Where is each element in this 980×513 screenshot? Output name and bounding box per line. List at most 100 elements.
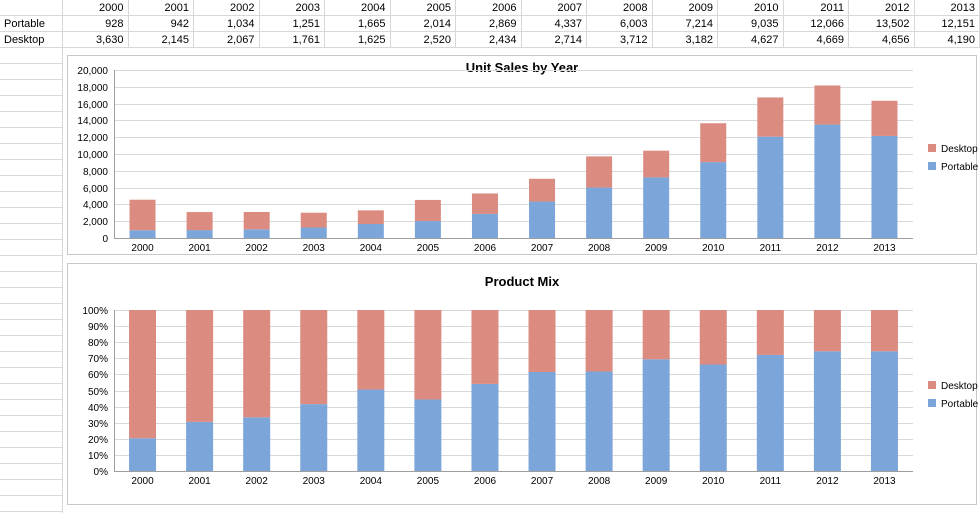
bar-segment-desktop[interactable] (757, 97, 784, 137)
bar-segment-desktop[interactable] (414, 199, 441, 222)
bar-segment-desktop[interactable] (300, 310, 328, 405)
bar-segment-desktop[interactable] (129, 310, 157, 439)
value-cell[interactable]: 9,035 (718, 16, 784, 32)
bar-segment-desktop[interactable] (529, 178, 556, 202)
value-cell[interactable]: 4,656 (849, 32, 915, 48)
value-cell[interactable]: 2,014 (390, 16, 456, 32)
value-cell[interactable]: 1,665 (325, 16, 391, 32)
legend-swatch-portable[interactable] (928, 162, 936, 170)
bar-segment-portable[interactable] (129, 230, 156, 238)
bar-segment-desktop[interactable] (642, 310, 670, 360)
bar-segment-portable[interactable] (357, 389, 385, 471)
legend-label-portable[interactable]: Portable (941, 162, 978, 173)
bar-segment-portable[interactable] (528, 371, 556, 471)
bar-segment-desktop[interactable] (243, 310, 271, 418)
value-cell[interactable]: 7,214 (652, 16, 718, 32)
bar-segment-desktop[interactable] (700, 123, 727, 163)
value-cell[interactable]: 4,190 (914, 32, 980, 48)
value-cell[interactable]: 942 (128, 16, 194, 32)
year-header-cell[interactable]: 2005 (390, 0, 456, 16)
year-header-cell[interactable]: 2003 (259, 0, 325, 16)
bar-segment-desktop[interactable] (585, 310, 613, 372)
bar-segment-portable[interactable] (813, 351, 841, 471)
value-cell[interactable]: 6,003 (587, 16, 653, 32)
legend-label-desktop[interactable]: Desktop (941, 381, 978, 392)
bar-segment-portable[interactable] (585, 371, 613, 471)
bar-segment-desktop[interactable] (129, 199, 156, 231)
year-header-cell[interactable]: 2000 (63, 0, 129, 16)
bar-segment-portable[interactable] (757, 136, 784, 238)
year-header-cell[interactable]: 2001 (128, 0, 194, 16)
bar-segment-portable[interactable] (643, 177, 670, 238)
value-cell[interactable]: 3,630 (63, 32, 129, 48)
bar-segment-desktop[interactable] (471, 310, 499, 384)
bar-segment-portable[interactable] (471, 213, 498, 238)
value-cell[interactable]: 1,251 (259, 16, 325, 32)
value-cell[interactable]: 3,712 (587, 32, 653, 48)
value-cell[interactable]: 13,502 (849, 16, 915, 32)
row-label-cell[interactable]: Desktop (0, 32, 63, 48)
value-cell[interactable]: 2,869 (456, 16, 522, 32)
value-cell[interactable]: 928 (63, 16, 129, 32)
year-header-cell[interactable]: 2011 (783, 0, 849, 16)
value-cell[interactable]: 4,337 (521, 16, 587, 32)
legend-swatch-desktop[interactable] (928, 144, 936, 152)
value-cell[interactable]: 2,520 (390, 32, 456, 48)
bar-segment-desktop[interactable] (471, 193, 498, 214)
bar-segment-desktop[interactable] (699, 310, 727, 365)
value-cell[interactable]: 2,434 (456, 32, 522, 48)
value-cell[interactable]: 2,145 (128, 32, 194, 48)
value-cell[interactable]: 12,151 (914, 16, 980, 32)
bar-segment-desktop[interactable] (357, 310, 385, 390)
bar-segment-portable[interactable] (699, 364, 727, 471)
year-header-cell[interactable]: 2010 (718, 0, 784, 16)
bar-segment-desktop[interactable] (357, 210, 384, 225)
bar-segment-portable[interactable] (414, 399, 442, 471)
legend-swatch-desktop[interactable] (928, 381, 936, 389)
bar-segment-desktop[interactable] (643, 150, 670, 178)
value-cell[interactable]: 1,625 (325, 32, 391, 48)
bar-segment-portable[interactable] (300, 227, 327, 238)
value-cell[interactable]: 1,034 (194, 16, 260, 32)
row-label-cell[interactable]: Portable (0, 16, 63, 32)
year-header-cell[interactable]: 2008 (587, 0, 653, 16)
bar-segment-portable[interactable] (870, 351, 898, 471)
bar-segment-desktop[interactable] (186, 310, 214, 422)
bar-segment-portable[interactable] (871, 135, 898, 238)
value-cell[interactable]: 1,761 (259, 32, 325, 48)
bar-segment-desktop[interactable] (528, 310, 556, 372)
bar-segment-portable[interactable] (586, 187, 613, 238)
year-header-cell[interactable]: 2013 (914, 0, 980, 16)
bar-segment-desktop[interactable] (186, 212, 213, 231)
value-cell[interactable]: 4,669 (783, 32, 849, 48)
corner-cell[interactable] (0, 0, 63, 16)
bar-segment-portable[interactable] (642, 359, 670, 471)
year-header-cell[interactable]: 2012 (849, 0, 915, 16)
bar-segment-portable[interactable] (529, 201, 556, 238)
bar-segment-desktop[interactable] (756, 310, 784, 355)
bar-segment-portable[interactable] (186, 421, 214, 471)
value-cell[interactable]: 3,182 (652, 32, 718, 48)
year-header-cell[interactable]: 2002 (194, 0, 260, 16)
year-header-cell[interactable]: 2004 (325, 0, 391, 16)
product-mix-chart[interactable]: Product Mix 0% 10% 20% 30% 40% 50% 60% 70% 80% 90… (67, 263, 978, 505)
year-header-cell[interactable]: 2006 (456, 0, 522, 16)
bar-segment-desktop[interactable] (871, 100, 898, 136)
bar-segment-desktop[interactable] (814, 85, 841, 125)
value-cell[interactable]: 2,067 (194, 32, 260, 48)
bar-segment-portable[interactable] (300, 404, 328, 471)
bar-segment-portable[interactable] (357, 224, 384, 238)
bar-segment-portable[interactable] (186, 230, 213, 238)
value-cell[interactable]: 2,714 (521, 32, 587, 48)
year-header-cell[interactable]: 2007 (521, 0, 587, 16)
bar-segment-portable[interactable] (756, 354, 784, 471)
year-header-cell[interactable]: 2009 (652, 0, 718, 16)
bar-segment-desktop[interactable] (300, 212, 327, 228)
bar-segment-desktop[interactable] (813, 310, 841, 352)
bar-segment-desktop[interactable] (243, 211, 270, 230)
value-cell[interactable]: 4,627 (718, 32, 784, 48)
legend-swatch-portable[interactable] (928, 399, 936, 407)
value-cell[interactable]: 12,066 (783, 16, 849, 32)
legend-label-desktop[interactable]: Desktop (941, 144, 978, 155)
bar-segment-desktop[interactable] (586, 156, 613, 188)
